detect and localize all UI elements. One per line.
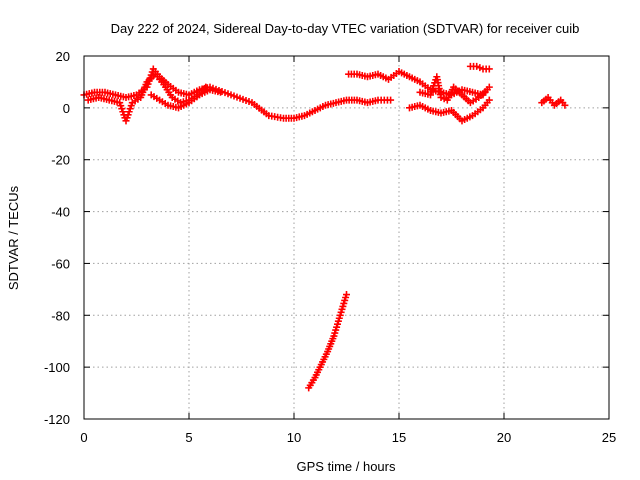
x-tick-label: 15 xyxy=(392,430,406,445)
y-tick-label: -60 xyxy=(51,256,70,271)
series-track-g xyxy=(466,62,493,73)
data-point xyxy=(485,65,493,73)
data-point xyxy=(476,64,484,72)
data-point xyxy=(440,95,448,103)
series-track-b xyxy=(84,70,210,125)
grid xyxy=(84,56,609,419)
series-track-f xyxy=(416,73,491,107)
data-point xyxy=(387,96,395,104)
x-axis-label: GPS time / hours xyxy=(297,459,396,474)
data-point xyxy=(485,96,493,104)
data-point xyxy=(483,86,491,94)
data-point xyxy=(202,83,210,91)
series-track-c xyxy=(147,86,224,112)
data-point xyxy=(561,101,569,109)
plot-area xyxy=(80,62,569,392)
data-point xyxy=(473,62,481,70)
data-point xyxy=(217,88,224,96)
series-track-i xyxy=(305,291,350,392)
y-tick-label: -40 xyxy=(51,205,70,220)
y-tick-label: -20 xyxy=(51,153,70,168)
x-tick-label: 25 xyxy=(602,430,616,445)
x-tick-label: 10 xyxy=(287,430,301,445)
x-tick-label: 0 xyxy=(80,430,87,445)
plot-frame xyxy=(83,55,610,420)
y-tick-label: -120 xyxy=(44,412,70,427)
x-tick-label: 20 xyxy=(497,430,511,445)
y-axis-label: SDTVAR / TECUs xyxy=(6,185,21,290)
series-track-a xyxy=(80,65,395,122)
y-tick-label: 0 xyxy=(63,101,70,116)
y-tick-label: 20 xyxy=(56,49,70,64)
series-track-e xyxy=(406,96,493,125)
y-tick-label: -100 xyxy=(44,360,70,375)
y-tick-label: -80 xyxy=(51,308,70,323)
data-point xyxy=(437,93,445,101)
series-track-d xyxy=(345,68,493,99)
data-point xyxy=(343,291,350,299)
x-tick-label: 5 xyxy=(185,430,192,445)
series-track-h xyxy=(538,93,569,109)
chart-title: Day 222 of 2024, Sidereal Day-to-day VTE… xyxy=(111,21,580,36)
